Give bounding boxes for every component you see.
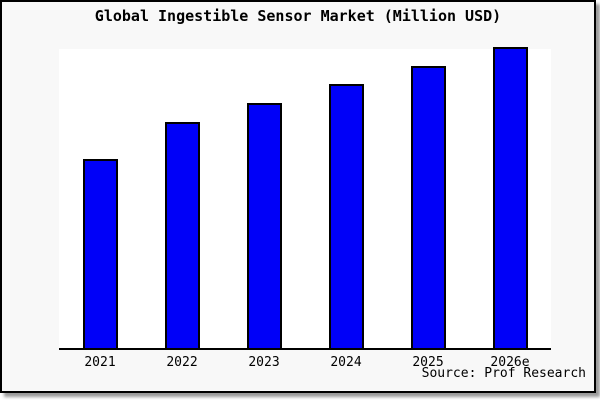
chart-canvas: Global Ingestible Sensor Market (Million… [0, 0, 596, 393]
bar-2024 [328, 84, 364, 348]
bar-slot-2021 [59, 159, 141, 348]
bar-slot-2022 [141, 122, 223, 348]
source-note: Source: Prof Research [421, 366, 586, 381]
x-tick-label-2022: 2022 [166, 355, 198, 370]
x-tick-label-2024: 2024 [330, 355, 362, 370]
bar-slot-2026e [469, 47, 551, 348]
x-tick-label-2021: 2021 [84, 355, 116, 370]
bar-2025 [410, 66, 446, 348]
x-tick-label-2025: 2025 [412, 355, 444, 370]
bars [59, 47, 551, 348]
bar-slot-2024 [305, 84, 387, 348]
bar-2022 [164, 122, 200, 348]
chart-title: Global Ingestible Sensor Market (Million… [94, 7, 502, 25]
x-axis-labels: 2021 2022 2023 2024 2025 2026e [59, 355, 551, 370]
x-tick-label-2026e: 2026e [490, 355, 530, 370]
x-tick-label-2023: 2023 [248, 355, 280, 370]
bar-2026e [492, 47, 528, 348]
bar-2023 [246, 103, 282, 348]
bar-2021 [82, 159, 118, 348]
bar-slot-2025 [387, 66, 469, 348]
bar-slot-2023 [223, 103, 305, 348]
plot-area [59, 47, 551, 350]
